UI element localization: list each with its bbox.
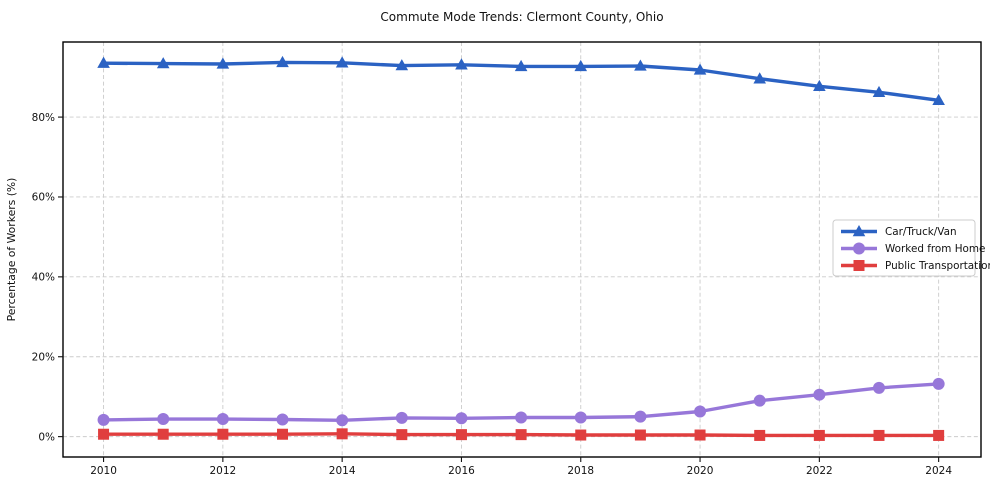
y-axis-label: Percentage of Workers (%) [5, 178, 18, 322]
marker-worked-from-home [276, 413, 289, 426]
x-tick-label: 2020 [687, 465, 714, 477]
y-tick-label: 0% [38, 431, 55, 443]
marker-car-truck-van [455, 58, 468, 70]
marker-public-transportation [813, 429, 825, 441]
marker-worked-from-home [813, 388, 826, 401]
marker-public-transportation [575, 429, 587, 441]
y-tick-label: 60% [32, 192, 55, 204]
marker-public-transportation [277, 428, 289, 440]
y-tick-label: 20% [32, 351, 55, 363]
marker-worked-from-home [873, 381, 885, 394]
legend-marker-car-truck-van [852, 225, 866, 237]
x-tick-label: 2018 [567, 465, 594, 477]
marker-public-transportation [634, 429, 646, 441]
marker-public-transportation [455, 429, 467, 441]
marker-car-truck-van [753, 72, 767, 84]
marker-car-truck-van [395, 59, 409, 71]
chart-title: Commute Mode Trends: Clermont County, Oh… [380, 10, 663, 24]
marker-worked-from-home [515, 411, 528, 424]
legend-marker-public-transportation [853, 260, 865, 271]
marker-worked-from-home [97, 413, 110, 426]
marker-worked-from-home [455, 412, 468, 425]
marker-car-truck-van [813, 79, 826, 92]
marker-car-truck-van [97, 56, 110, 68]
marker-car-truck-van [693, 63, 707, 75]
marker-public-transportation [515, 429, 527, 441]
marker-public-transportation [336, 428, 348, 440]
marker-worked-from-home [932, 377, 945, 390]
marker-worked-from-home [336, 414, 349, 427]
legend-label: Car/Truck/Van [885, 226, 957, 238]
x-tick-label: 2014 [329, 465, 356, 477]
marker-public-transportation [396, 429, 408, 441]
x-tick-label: 2010 [90, 465, 117, 477]
legend-label: Public Transportation [885, 260, 990, 272]
marker-car-truck-van [276, 55, 289, 68]
marker-public-transportation [217, 428, 229, 440]
marker-worked-from-home [395, 411, 408, 424]
marker-worked-from-home [574, 411, 587, 424]
marker-car-truck-van [216, 57, 230, 69]
marker-public-transportation [694, 429, 706, 441]
marker-car-truck-van [156, 57, 170, 69]
legend-marker-worked-from-home [853, 242, 865, 255]
y-tick-label: 80% [32, 112, 55, 124]
marker-public-transportation [754, 429, 766, 441]
legend-label: Worked from Home [885, 243, 985, 255]
x-tick-label: 2022 [806, 465, 833, 477]
x-tick-label: 2016 [448, 465, 475, 477]
marker-worked-from-home [634, 410, 647, 423]
marker-car-truck-van [932, 93, 945, 106]
marker-public-transportation [933, 429, 945, 441]
legend [832, 219, 976, 277]
marker-worked-from-home [753, 394, 766, 407]
x-tick-label: 2024 [925, 465, 952, 477]
x-tick-label: 2012 [209, 465, 236, 477]
marker-public-transportation [157, 428, 169, 440]
marker-car-truck-van [872, 85, 886, 98]
marker-worked-from-home [157, 413, 170, 426]
marker-public-transportation [873, 429, 885, 441]
marker-worked-from-home [216, 413, 229, 426]
plot-border [62, 41, 982, 458]
marker-car-truck-van [574, 59, 588, 72]
marker-car-truck-van [335, 56, 349, 68]
marker-car-truck-van [514, 59, 528, 72]
marker-car-truck-van [634, 59, 647, 71]
y-tick-label: 40% [32, 272, 55, 284]
marker-public-transportation [98, 428, 110, 440]
marker-worked-from-home [694, 405, 707, 418]
